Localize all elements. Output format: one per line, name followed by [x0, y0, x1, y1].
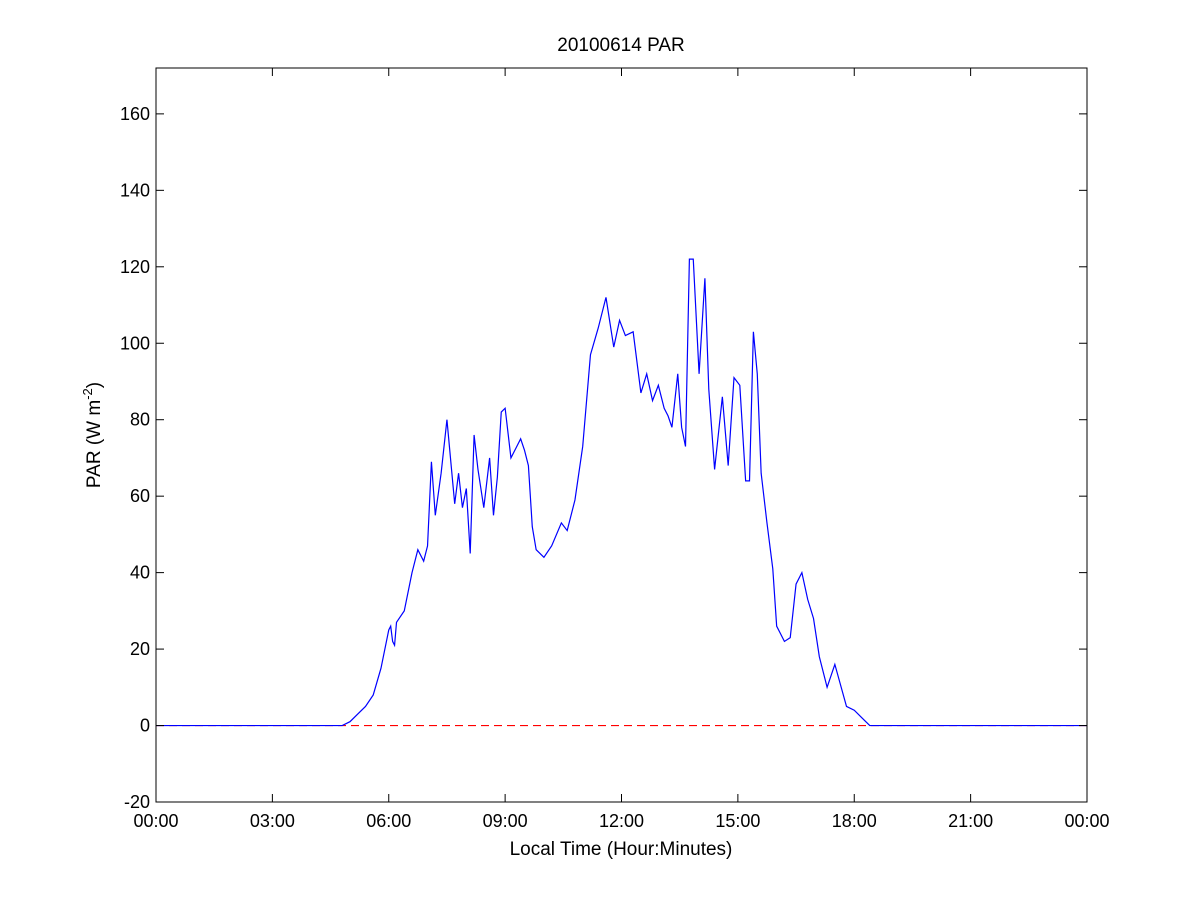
x-tick-label: 06:00 [366, 811, 411, 831]
par-series-line [156, 258, 1087, 727]
x-tick-label: 09:00 [483, 811, 528, 831]
x-tick-label: 12:00 [599, 811, 644, 831]
y-tick-label: 80 [130, 410, 150, 430]
y-tick-label: 160 [120, 104, 150, 124]
y-axis-label-superscript: -2 [80, 388, 95, 400]
x-tick-label: 21:00 [948, 811, 993, 831]
x-tick-label: 00:00 [1064, 811, 1109, 831]
y-axis-label-close: ) [84, 382, 105, 388]
y-tick-label: 60 [130, 486, 150, 506]
x-tick-label: 00:00 [133, 811, 178, 831]
chart-title: 20100614 PAR [557, 35, 684, 56]
y-axis-ticks: -20 0 20 40 60 80 100 120 140 160 [120, 104, 1087, 812]
x-axis-label: Local Time (Hour:Minutes) [510, 839, 733, 860]
x-axis-ticks: 00:00 03:00 06:00 09:00 12:00 15:00 18:00 21:00… [133, 68, 1110, 831]
x-tick-label: 03:00 [250, 811, 295, 831]
y-tick-label: 40 [130, 563, 150, 583]
y-axis-label: PAR (W m-2) [80, 382, 105, 488]
y-axis-label-main: PAR (W m [84, 400, 105, 488]
x-tick-label: 18:00 [832, 811, 877, 831]
y-tick-label: 100 [120, 333, 150, 353]
y-tick-label: 0 [140, 716, 150, 736]
y-tick-label: -20 [124, 792, 150, 812]
plot-series [156, 258, 1087, 727]
y-tick-label: 20 [130, 639, 150, 659]
y-tick-label: 140 [120, 180, 150, 200]
x-tick-label: 15:00 [715, 811, 760, 831]
y-tick-label: 120 [120, 257, 150, 277]
